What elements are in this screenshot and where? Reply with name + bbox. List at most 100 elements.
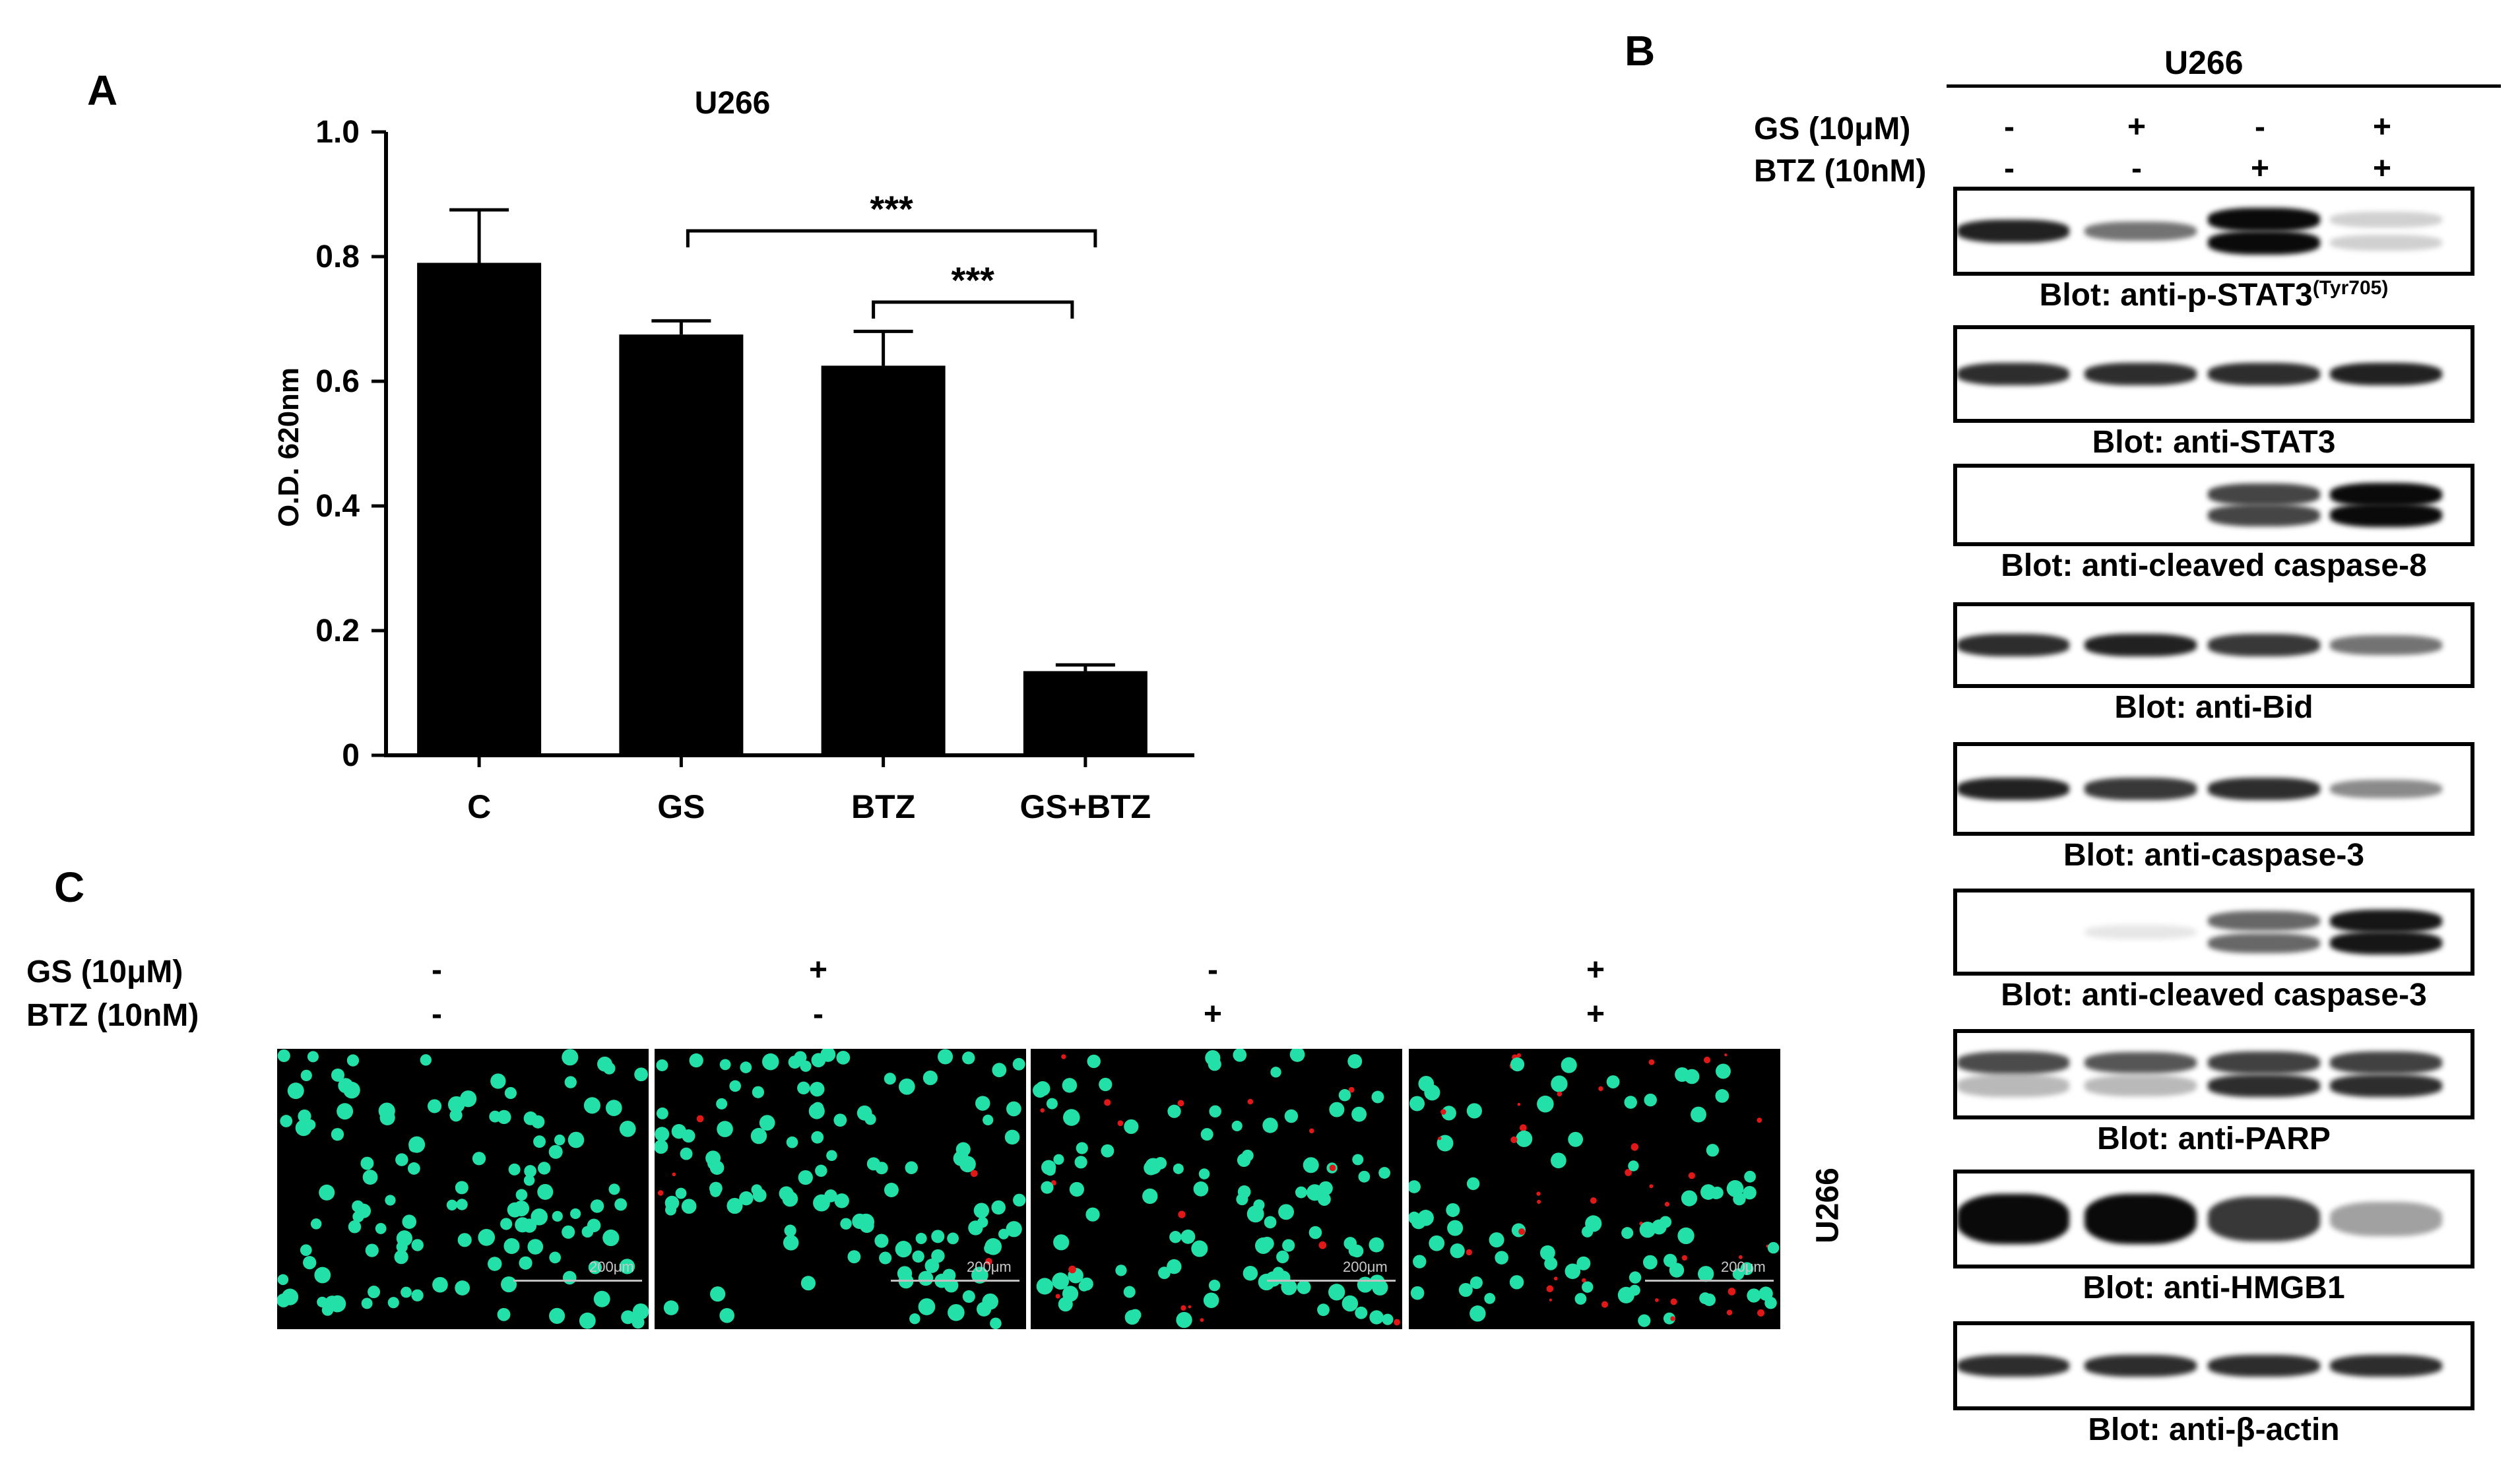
live-cell xyxy=(729,1080,741,1092)
live-cell xyxy=(1074,1156,1087,1169)
live-cell xyxy=(375,1223,387,1234)
x-tick-label: GS+BTZ xyxy=(1020,788,1151,825)
live-cell xyxy=(432,1276,448,1293)
live-cell xyxy=(847,1250,861,1264)
cell-field xyxy=(1409,1053,1780,1327)
dead-cell xyxy=(1724,1053,1728,1057)
live-cell xyxy=(955,1142,971,1157)
live-cell xyxy=(1410,1286,1425,1300)
live-cell xyxy=(1231,1120,1243,1131)
dead-cell xyxy=(1655,1298,1659,1302)
live-cell xyxy=(1101,1144,1115,1158)
live-cell xyxy=(1200,1128,1213,1141)
live-cell xyxy=(759,1115,775,1131)
live-cell xyxy=(631,1316,645,1329)
live-cell xyxy=(1295,1186,1307,1199)
y-axis-label: O.D. 620nm xyxy=(273,367,305,527)
live-cell xyxy=(1099,1077,1113,1092)
x-tick-label: BTZ xyxy=(851,788,915,825)
dead-cell xyxy=(1598,1086,1603,1092)
live-cell xyxy=(1289,1049,1305,1062)
live-cell xyxy=(523,1111,538,1125)
live-cell xyxy=(719,1307,735,1323)
live-cell xyxy=(992,1063,1007,1078)
dead-cell xyxy=(1510,1136,1518,1143)
western-condition-symbol: - xyxy=(2131,151,2142,186)
live-cell xyxy=(1145,1158,1162,1175)
significance-bracket xyxy=(872,300,1074,319)
dead-cell xyxy=(1517,1102,1521,1106)
live-cell xyxy=(1258,1273,1275,1291)
live-cell xyxy=(1317,1303,1330,1317)
blot-band xyxy=(2084,1075,2197,1097)
live-cell xyxy=(1568,1131,1584,1147)
live-cell xyxy=(1006,1101,1021,1117)
live-cell xyxy=(716,1098,728,1110)
live-cell xyxy=(579,1312,596,1329)
live-cell xyxy=(1198,1168,1210,1179)
micro-condition-symbol: + xyxy=(1586,997,1605,1032)
live-cell xyxy=(446,1199,458,1210)
live-cell xyxy=(1124,1309,1140,1325)
live-cell xyxy=(360,1156,374,1170)
scale-bar-label: 200μm xyxy=(967,1259,1012,1275)
dead-cell xyxy=(657,1190,664,1196)
live-cell xyxy=(990,1317,1002,1329)
dead-cell xyxy=(1553,1276,1558,1281)
live-cell xyxy=(1297,1280,1311,1294)
blot-band xyxy=(1957,363,2069,385)
live-cell xyxy=(1347,1053,1363,1069)
live-cell xyxy=(1069,1181,1084,1197)
blot-band xyxy=(2084,924,2197,940)
live-cell xyxy=(1203,1292,1219,1308)
live-cell xyxy=(1158,1267,1171,1280)
dead-cell xyxy=(1590,1197,1597,1204)
live-cell xyxy=(395,1153,408,1166)
live-cell xyxy=(1466,1103,1482,1119)
y-tick-label: 0.6 xyxy=(315,364,360,399)
live-cell xyxy=(567,1131,585,1148)
live-cell xyxy=(815,1164,827,1177)
dead-cell xyxy=(1040,1108,1045,1113)
live-cell xyxy=(361,1298,373,1309)
dead-cell xyxy=(1394,1319,1400,1326)
live-cell xyxy=(537,1183,554,1200)
live-cell xyxy=(385,1195,396,1206)
blot-band xyxy=(2330,482,2442,507)
dead-cell xyxy=(1318,1241,1327,1249)
live-cell xyxy=(337,1103,354,1120)
x-tick-label: C xyxy=(467,788,491,825)
blot-label: Blot: anti-STAT3 xyxy=(1917,424,2511,460)
blot-band xyxy=(2208,634,2320,656)
blot-band xyxy=(2330,234,2442,251)
live-cell xyxy=(879,1251,892,1265)
live-cell xyxy=(840,1218,852,1230)
live-cell xyxy=(1411,1214,1426,1230)
cell-field xyxy=(1033,1049,1400,1329)
live-cell xyxy=(321,1304,334,1316)
live-cell xyxy=(554,1134,565,1146)
live-cell xyxy=(1053,1154,1064,1165)
live-cell xyxy=(779,1186,794,1201)
live-cell xyxy=(455,1280,470,1296)
live-cell xyxy=(689,1053,703,1068)
live-cell xyxy=(1706,1144,1720,1157)
live-cell xyxy=(1355,1306,1368,1319)
live-cell xyxy=(1053,1234,1070,1251)
dead-cell xyxy=(1438,1137,1442,1141)
live-cell xyxy=(811,1131,824,1144)
live-cell xyxy=(590,1199,604,1213)
micro-btz-label: BTZ (10nM) xyxy=(26,998,199,1033)
live-cell xyxy=(897,1266,913,1281)
live-cell xyxy=(937,1049,953,1065)
bar xyxy=(417,263,542,755)
live-cell xyxy=(1233,1049,1247,1062)
live-cell xyxy=(1510,1057,1525,1072)
live-cell xyxy=(552,1210,563,1222)
bar xyxy=(1023,671,1147,755)
live-cell xyxy=(396,1241,408,1253)
live-cell xyxy=(1270,1067,1281,1078)
live-cell xyxy=(1193,1181,1209,1197)
blot-image xyxy=(1953,187,2474,276)
live-cell xyxy=(884,1073,896,1085)
